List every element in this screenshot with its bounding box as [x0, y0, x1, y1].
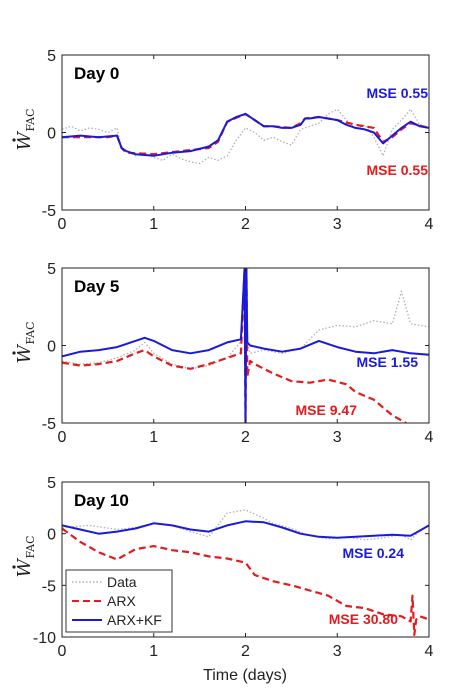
- series-line-data: [62, 509, 429, 541]
- x-tick-label: 3: [333, 429, 342, 446]
- series-line-data: [62, 108, 429, 165]
- x-tick-label: 3: [333, 216, 342, 233]
- time-derivative-dot: [12, 138, 16, 142]
- y-tick-label: -5: [42, 578, 56, 595]
- y-tick-label: -10: [33, 630, 56, 647]
- y-axis-label-subscript: FAC: [24, 108, 37, 131]
- y-axis-label-symbol: W: [14, 131, 35, 151]
- y-tick-label: 5: [47, 48, 56, 65]
- y-tick-label: -5: [42, 416, 56, 433]
- x-tick-label: 3: [333, 643, 342, 660]
- y-axis-label-subscript: FAC: [24, 321, 37, 344]
- y-tick-label: 5: [47, 261, 56, 278]
- panel-title: Day 0: [74, 64, 119, 83]
- series-line-arx-kf: [62, 520, 429, 539]
- y-tick-label: 0: [47, 126, 56, 143]
- panel-title: Day 10: [74, 491, 129, 510]
- y-axis-label-symbol: W: [14, 558, 35, 578]
- mse-label-arx: MSE 9.47: [296, 402, 358, 418]
- mse-label-arx-kf: MSE 1.55: [357, 354, 419, 370]
- series-line-arx: [62, 268, 407, 423]
- y-axis-label-subscript: FAC: [24, 535, 37, 558]
- mse-label-arx-kf: MSE 0.24: [343, 545, 405, 561]
- legend-entry-arx: ARX: [107, 593, 136, 609]
- x-tick-label: 4: [425, 643, 434, 660]
- time-derivative-dot: [12, 565, 16, 569]
- x-tick-label: 2: [241, 216, 250, 233]
- y-tick-label: 0: [47, 339, 56, 356]
- series-line-arx-kf: [62, 268, 429, 423]
- x-tick-label: 0: [58, 643, 67, 660]
- y-axis-label-symbol: W: [14, 344, 35, 364]
- y-tick-label: 0: [47, 527, 56, 544]
- x-tick-label: 4: [425, 429, 434, 446]
- x-tick-label: 0: [58, 429, 67, 446]
- x-axis-label: Time (days): [203, 667, 287, 684]
- legend-entry-data: Data: [107, 574, 137, 590]
- x-tick-label: 0: [58, 216, 67, 233]
- mse-label-arx-kf: MSE 0.55: [367, 85, 429, 101]
- series-line-arx-kf: [62, 112, 429, 157]
- y-tick-label: 5: [47, 475, 56, 492]
- x-tick-label: 4: [425, 216, 434, 233]
- x-tick-label: 1: [149, 643, 158, 660]
- mse-label-arx: MSE 0.55: [367, 162, 429, 178]
- x-tick-label: 1: [149, 429, 158, 446]
- x-tick-label: 2: [241, 429, 250, 446]
- legend-entry-arxkf: ARX+KF: [107, 612, 162, 628]
- panel-title: Day 5: [74, 277, 119, 296]
- x-tick-label: 1: [149, 216, 158, 233]
- mse-label-arx: MSE 30.80: [329, 611, 398, 627]
- time-derivative-dot: [12, 351, 16, 355]
- series-line-arx: [62, 527, 429, 637]
- legend: Data ARX ARX+KF: [65, 569, 173, 633]
- y-tick-label: -5: [42, 203, 56, 220]
- x-tick-label: 2: [241, 643, 250, 660]
